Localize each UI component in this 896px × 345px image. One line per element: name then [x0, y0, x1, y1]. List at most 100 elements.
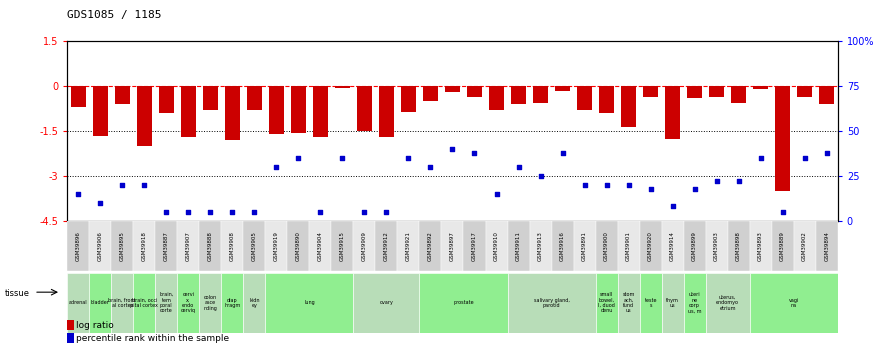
Text: brain,
tem
poral
corte: brain, tem poral corte — [159, 292, 174, 313]
Point — [797, 155, 812, 161]
Bar — [313, 86, 328, 137]
Text: GSM39907: GSM39907 — [185, 231, 191, 261]
Text: diap
hragm: diap hragm — [224, 297, 240, 308]
Text: cervi
x,
endo
cerviq: cervi x, endo cerviq — [181, 292, 196, 313]
Point — [181, 209, 195, 215]
Text: thym
us: thym us — [667, 297, 679, 308]
Text: stom
ach,
fund
us: stom ach, fund us — [623, 292, 634, 313]
Bar — [819, 86, 834, 104]
Point — [687, 186, 702, 191]
Bar — [596, 273, 617, 333]
Point — [71, 191, 85, 197]
Text: GSM39897: GSM39897 — [450, 231, 455, 261]
Bar — [90, 273, 111, 333]
Bar — [379, 86, 394, 137]
Bar — [467, 86, 482, 97]
Text: GSM39889: GSM39889 — [780, 231, 785, 261]
Bar — [661, 273, 684, 333]
Bar — [750, 221, 771, 271]
Bar — [225, 86, 240, 140]
Text: small
bowel,
I, duod
denu: small bowel, I, duod denu — [599, 292, 615, 313]
Bar — [599, 86, 615, 113]
Bar — [731, 86, 746, 103]
Point — [622, 182, 636, 188]
Text: ovary: ovary — [380, 300, 393, 305]
Bar — [401, 86, 416, 112]
Text: GSM39894: GSM39894 — [824, 231, 830, 261]
Bar — [199, 273, 221, 333]
Bar — [199, 221, 221, 271]
Bar — [398, 221, 419, 271]
Bar — [507, 273, 596, 333]
Point — [247, 209, 262, 215]
Point — [93, 200, 108, 206]
Text: bladder: bladder — [90, 300, 109, 305]
Point — [269, 164, 283, 170]
Point — [335, 155, 349, 161]
Text: adrenal: adrenal — [69, 300, 88, 305]
Text: teste
s: teste s — [644, 297, 657, 308]
Bar — [552, 221, 573, 271]
Text: lung: lung — [304, 300, 314, 305]
Bar — [244, 221, 265, 271]
Bar — [643, 86, 659, 97]
Bar — [67, 320, 74, 330]
Bar — [775, 86, 790, 191]
Point — [379, 209, 393, 215]
Bar — [159, 86, 174, 113]
Text: colon
asce
nding: colon asce nding — [203, 295, 217, 310]
Bar — [750, 273, 838, 333]
Text: kidn
ey: kidn ey — [249, 297, 260, 308]
Bar — [533, 86, 548, 103]
Point — [358, 209, 372, 215]
Bar — [181, 86, 196, 137]
Bar — [684, 221, 706, 271]
Text: percentile rank within the sample: percentile rank within the sample — [75, 334, 228, 343]
Text: log ratio: log ratio — [75, 321, 114, 330]
Point — [159, 209, 174, 215]
Bar — [684, 273, 706, 333]
Text: brain, front
al cortex: brain, front al cortex — [108, 297, 136, 308]
Bar — [419, 221, 442, 271]
Bar — [640, 273, 661, 333]
Text: vagi
na: vagi na — [788, 297, 799, 308]
Text: GSM39913: GSM39913 — [538, 231, 543, 261]
Point — [577, 182, 591, 188]
Bar — [530, 221, 552, 271]
Bar — [177, 221, 199, 271]
Bar — [288, 221, 309, 271]
Text: GSM39912: GSM39912 — [383, 231, 389, 261]
Bar — [489, 86, 504, 110]
Point — [468, 150, 482, 155]
Text: GSM39904: GSM39904 — [318, 231, 323, 261]
Bar — [221, 273, 244, 333]
Text: uteri
ne
corp
us, m: uteri ne corp us, m — [688, 292, 702, 313]
Bar — [687, 86, 702, 98]
Point — [533, 173, 547, 179]
Text: GSM39908: GSM39908 — [229, 231, 235, 261]
Bar — [423, 86, 438, 101]
Point — [423, 164, 437, 170]
Bar — [265, 273, 353, 333]
Bar — [357, 86, 372, 131]
Bar — [246, 86, 262, 110]
Bar — [353, 221, 375, 271]
Bar — [290, 86, 306, 132]
Text: GSM39890: GSM39890 — [296, 231, 301, 261]
Bar — [353, 273, 419, 333]
Text: GSM39910: GSM39910 — [494, 231, 499, 261]
Text: GSM39899: GSM39899 — [692, 231, 697, 261]
Bar — [463, 221, 486, 271]
Bar — [177, 273, 199, 333]
Point — [314, 209, 328, 215]
Bar — [617, 273, 640, 333]
Bar — [661, 221, 684, 271]
Bar — [111, 273, 134, 333]
Bar — [265, 221, 288, 271]
Bar — [507, 221, 530, 271]
Point — [203, 209, 218, 215]
Bar — [444, 86, 461, 92]
Bar — [335, 86, 350, 88]
Point — [556, 150, 570, 155]
Text: GSM39909: GSM39909 — [362, 231, 367, 261]
